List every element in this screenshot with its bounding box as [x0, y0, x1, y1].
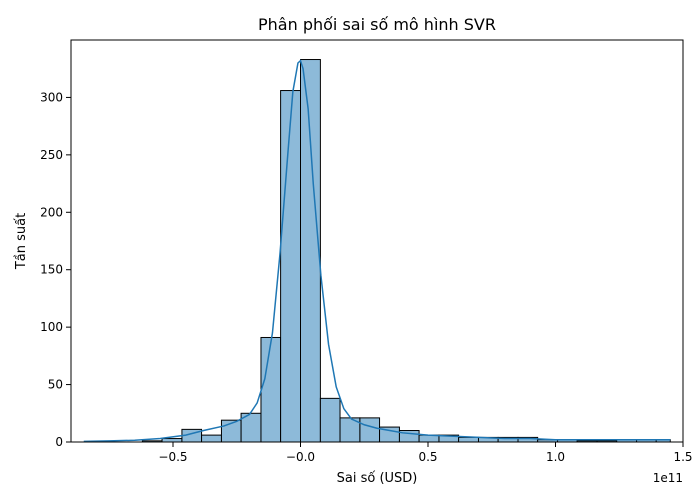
x-tick-label: 1.5 — [673, 450, 692, 464]
x-tick-label: 1.0 — [546, 450, 565, 464]
histogram-bar — [280, 90, 301, 443]
y-tick-label: 50 — [48, 378, 63, 392]
histogram-bar — [359, 417, 381, 443]
x-tick-label: 0.5 — [418, 450, 437, 464]
y-tick-label: 100 — [40, 320, 63, 334]
chart-title: Phân phối sai số mô hình SVR — [258, 15, 496, 34]
histogram-bar — [260, 336, 282, 443]
histogram-bar — [300, 59, 321, 443]
x-tick-label: −0.0 — [286, 450, 315, 464]
histogram-bar — [319, 397, 341, 443]
histogram-bar — [458, 436, 479, 443]
histogram-bar — [201, 434, 222, 443]
y-tick-label: 200 — [40, 205, 63, 219]
y-tick-label: 0 — [55, 435, 63, 449]
y-tick-label: 250 — [40, 148, 63, 162]
x-tick-label: −0.5 — [158, 450, 187, 464]
y-axis-label: Tần suất — [14, 213, 29, 270]
kde-line — [83, 59, 671, 443]
histogram-bar — [161, 438, 183, 443]
x-offset-label: 1e11 — [653, 471, 683, 485]
x-axis-label: Sai số (USD) — [337, 471, 418, 486]
y-tick-label: 300 — [40, 90, 63, 104]
y-tick-label: 150 — [40, 263, 63, 277]
y-ticks-group: 0 50 100 150 200 250 300 — [40, 90, 71, 449]
plot-frame — [70, 39, 684, 443]
x-ticks-group: −0.5 −0.0 0.5 1.0 1.5 — [158, 442, 693, 464]
bars-group — [141, 59, 671, 443]
